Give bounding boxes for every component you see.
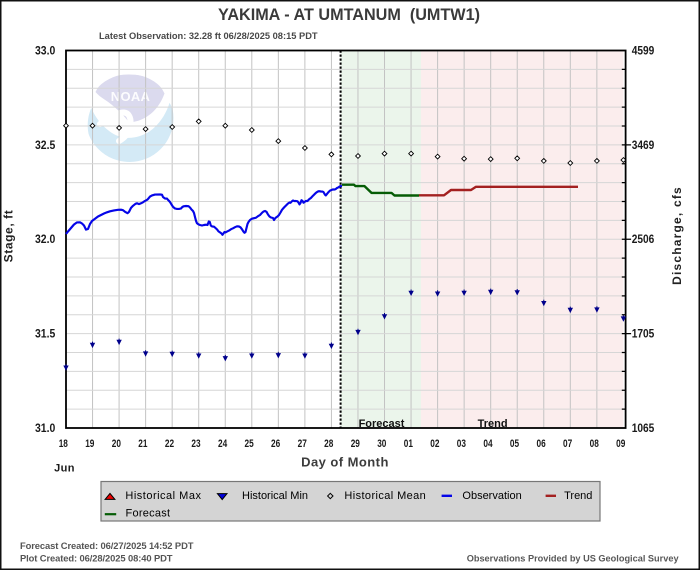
- svg-text:18: 18: [59, 438, 68, 450]
- svg-text:30: 30: [377, 438, 386, 450]
- svg-text:32.0: 32.0: [35, 234, 55, 246]
- svg-text:31.0: 31.0: [35, 423, 55, 435]
- svg-text:Forecast Created: 06/27/2025 1: Forecast Created: 06/27/2025 14:52 PDT: [20, 540, 194, 551]
- svg-text:25: 25: [245, 438, 254, 450]
- svg-text:05: 05: [510, 438, 519, 450]
- svg-text:Historical Mean: Historical Mean: [344, 490, 426, 502]
- svg-text:27: 27: [298, 438, 307, 450]
- svg-text:07: 07: [563, 438, 572, 450]
- svg-text:Observation: Observation: [462, 490, 521, 502]
- svg-text:2506: 2506: [632, 234, 655, 246]
- svg-text:Discharge, cfs: Discharge, cfs: [670, 186, 684, 285]
- svg-text:Plot Created: 06/28/2025 08:40: Plot Created: 06/28/2025 08:40 PDT: [20, 553, 173, 564]
- svg-text:33.0: 33.0: [35, 46, 55, 58]
- svg-text:YAKIMA - AT UMTANUM (UMTW1): YAKIMA - AT UMTANUM (UMTW1): [218, 6, 480, 24]
- svg-text:Forecast: Forecast: [126, 508, 171, 520]
- svg-text:Trend: Trend: [478, 418, 508, 430]
- svg-text:3469: 3469: [632, 140, 655, 152]
- svg-text:20: 20: [112, 438, 121, 450]
- svg-text:02: 02: [430, 438, 439, 450]
- svg-text:26: 26: [271, 438, 280, 450]
- svg-text:19: 19: [85, 438, 94, 450]
- svg-text:04: 04: [483, 438, 493, 450]
- svg-text:31.5: 31.5: [35, 329, 56, 341]
- svg-text:03: 03: [457, 438, 466, 450]
- svg-text:28: 28: [324, 438, 333, 450]
- svg-text:1705: 1705: [632, 329, 655, 341]
- svg-text:29: 29: [351, 438, 360, 450]
- svg-text:21: 21: [138, 438, 147, 450]
- svg-text:Jun: Jun: [54, 462, 75, 474]
- svg-text:Historical Max: Historical Max: [125, 490, 201, 502]
- svg-text:Stage, ft: Stage, ft: [1, 210, 15, 263]
- svg-text:Latest Observation: 32.28 ft 0: Latest Observation: 32.28 ft 06/28/2025 …: [99, 31, 318, 41]
- svg-text:Day of Month: Day of Month: [301, 455, 389, 470]
- svg-text:Observations Provided by US Ge: Observations Provided by US Geological S…: [467, 554, 680, 564]
- svg-text:23: 23: [191, 438, 200, 450]
- svg-text:NOAA: NOAA: [111, 89, 151, 104]
- svg-text:1065: 1065: [632, 423, 655, 435]
- svg-text:08: 08: [590, 438, 599, 450]
- svg-text:4599: 4599: [632, 46, 655, 58]
- svg-text:32.5: 32.5: [35, 140, 56, 152]
- svg-text:Historical Min: Historical Min: [242, 490, 308, 502]
- svg-text:06: 06: [537, 438, 546, 450]
- svg-text:Trend: Trend: [564, 490, 592, 502]
- svg-text:24: 24: [218, 438, 228, 450]
- svg-text:22: 22: [165, 438, 174, 450]
- svg-text:01: 01: [404, 438, 413, 450]
- svg-text:Forecast: Forecast: [359, 418, 405, 430]
- svg-text:09: 09: [616, 438, 625, 450]
